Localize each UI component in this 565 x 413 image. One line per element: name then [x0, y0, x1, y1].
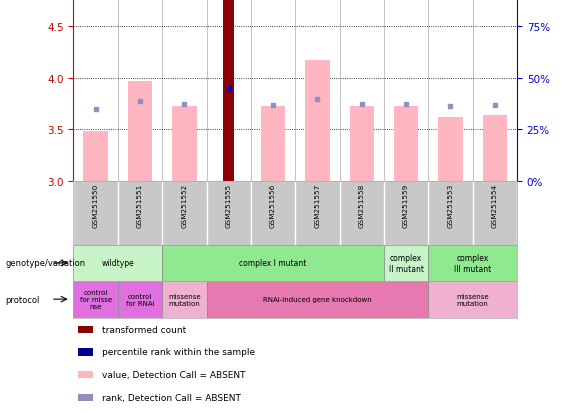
- Text: wildtype: wildtype: [102, 259, 134, 268]
- Text: GSM251557: GSM251557: [314, 184, 320, 228]
- Bar: [78, 371, 93, 378]
- Bar: [394, 106, 418, 182]
- Text: value, Detection Call = ABSENT: value, Detection Call = ABSENT: [102, 370, 246, 379]
- Text: control
for misse
nse: control for misse nse: [80, 290, 112, 309]
- Bar: [350, 106, 374, 182]
- Text: GSM251552: GSM251552: [181, 184, 188, 228]
- Bar: [384, 246, 428, 281]
- Bar: [172, 106, 197, 182]
- Text: protocol: protocol: [6, 295, 40, 304]
- Text: GSM251555: GSM251555: [225, 184, 232, 228]
- Bar: [428, 246, 517, 281]
- Bar: [78, 394, 93, 401]
- Bar: [73, 281, 118, 318]
- Bar: [305, 61, 329, 182]
- Text: percentile rank within the sample: percentile rank within the sample: [102, 348, 255, 356]
- Bar: [483, 116, 507, 182]
- Bar: [73, 246, 162, 281]
- Text: GSM251551: GSM251551: [137, 184, 143, 228]
- Bar: [162, 281, 207, 318]
- Text: GSM251556: GSM251556: [270, 184, 276, 228]
- Text: GSM251559: GSM251559: [403, 184, 409, 228]
- Text: transformed count: transformed count: [102, 325, 186, 334]
- Bar: [438, 118, 463, 182]
- Bar: [162, 246, 384, 281]
- Bar: [78, 326, 93, 333]
- Text: GSM251553: GSM251553: [447, 184, 454, 228]
- Bar: [207, 281, 428, 318]
- Text: GSM251558: GSM251558: [359, 184, 365, 228]
- Bar: [223, 0, 234, 182]
- Bar: [118, 281, 162, 318]
- Text: GSM251554: GSM251554: [492, 184, 498, 228]
- Text: missense
mutation: missense mutation: [457, 293, 489, 306]
- Text: GSM251550: GSM251550: [93, 184, 99, 228]
- Text: complex
III mutant: complex III mutant: [454, 254, 491, 273]
- Text: RNAi-induced gene knockdown: RNAi-induced gene knockdown: [263, 297, 372, 302]
- Bar: [128, 81, 152, 182]
- Bar: [78, 349, 93, 356]
- Text: control
for RNAi: control for RNAi: [125, 293, 154, 306]
- Bar: [428, 281, 517, 318]
- Text: complex I mutant: complex I mutant: [240, 259, 307, 268]
- Text: missense
mutation: missense mutation: [168, 293, 201, 306]
- Text: rank, Detection Call = ABSENT: rank, Detection Call = ABSENT: [102, 393, 241, 402]
- Bar: [261, 106, 285, 182]
- Text: genotype/variation: genotype/variation: [6, 259, 86, 268]
- Text: complex
II mutant: complex II mutant: [389, 254, 424, 273]
- Bar: [84, 132, 108, 182]
